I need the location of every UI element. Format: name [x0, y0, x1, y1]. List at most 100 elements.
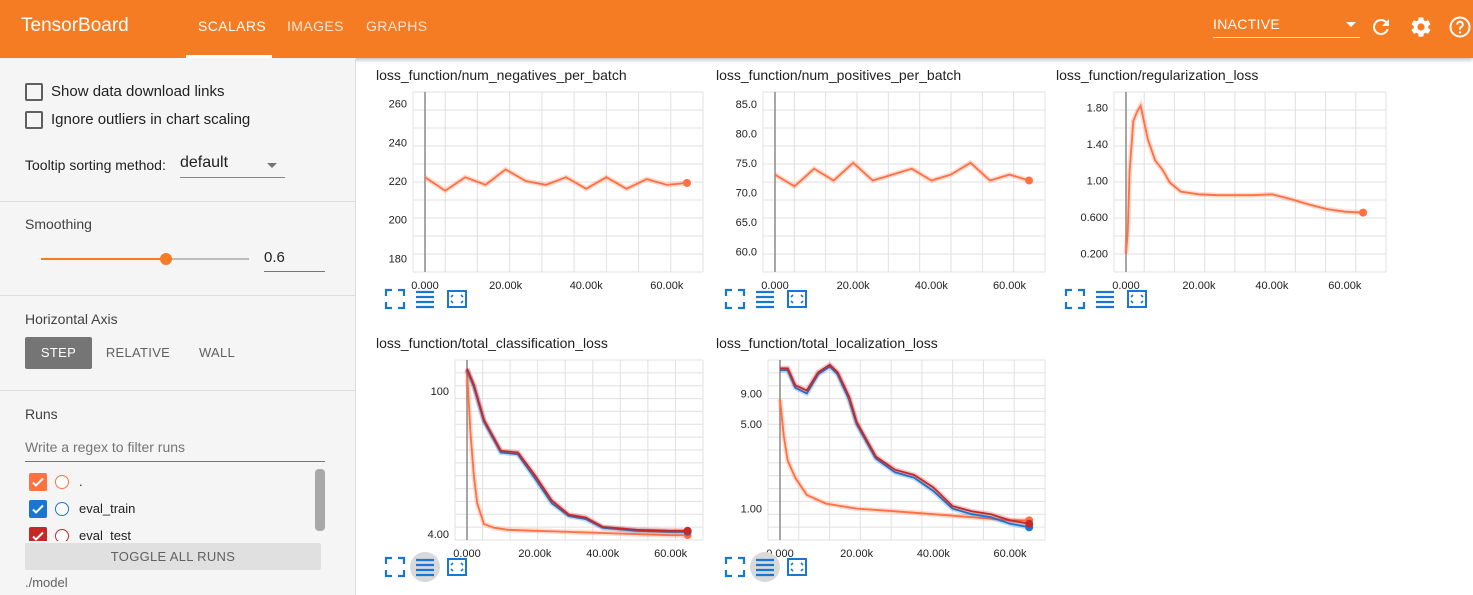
toggle-log-scale-icon[interactable] [753, 287, 777, 311]
y-tick-label: 75.0 [736, 158, 757, 170]
chart-title: loss_function/total_classification_loss [376, 335, 608, 351]
chart-plot[interactable]: 4.00 100 0.000 20.00k 40.00k 60.00k [415, 359, 723, 570]
axis-wall-button[interactable]: WALL [198, 345, 236, 360]
y-tick-label: 0.600 [1080, 212, 1108, 224]
y-tick-label: 200 [389, 215, 407, 227]
series-line[interactable] [466, 369, 688, 537]
expand-chart-icon[interactable] [723, 555, 747, 579]
toggle-log-scale-icon[interactable] [750, 552, 780, 582]
chart-plot[interactable]: 1.005.009.000.000 20.00k 40.00k 60.00k [728, 359, 1065, 570]
axis-relative-button[interactable]: RELATIVE [105, 345, 171, 360]
runs-filter-input[interactable]: Write a regex to filter runs [25, 438, 325, 462]
fit-domain-icon [447, 290, 467, 308]
smoothing-label: Smoothing [25, 216, 92, 232]
run-color-circle [55, 529, 69, 541]
ignore-outliers-checkbox[interactable] [25, 111, 43, 129]
run-checkbox[interactable] [29, 473, 47, 491]
help-icon[interactable] [1448, 15, 1472, 39]
run-color-circle [55, 475, 69, 489]
settings-icon[interactable] [1409, 15, 1433, 39]
tooltip-sorting-dropdown[interactable]: default [180, 154, 285, 178]
smoothing-value-input[interactable]: 0.6 [264, 248, 325, 272]
smoothing-slider-fill [41, 258, 166, 260]
series-line[interactable] [774, 161, 1030, 188]
series-line[interactable] [780, 363, 1030, 525]
fit-domain-icon[interactable] [445, 287, 469, 311]
fit-domain-icon [787, 290, 807, 308]
tab-images[interactable]: IMAGES [287, 18, 344, 34]
x-tick-label: 60.00k [993, 280, 1027, 292]
ignore-outliers-label[interactable]: Ignore outliers in chart scaling [51, 111, 251, 128]
series-line[interactable] [780, 365, 1030, 529]
run-label: eval_train [79, 501, 136, 516]
status-dropdown[interactable]: INACTIVE [1213, 16, 1360, 38]
horizontal-axis-label: Horizontal Axis [25, 311, 118, 327]
series-line[interactable] [1125, 103, 1364, 254]
x-tick-label: 40.00k [917, 548, 951, 560]
tab-graphs[interactable]: GRAPHS [366, 18, 428, 34]
series-line[interactable] [466, 368, 688, 532]
checkmark-icon [32, 477, 44, 487]
divider [0, 295, 355, 296]
show-download-links-label[interactable]: Show data download links [51, 83, 225, 100]
toggle-log-scale-icon [756, 290, 774, 309]
run-checkbox[interactable] [29, 500, 47, 518]
series-end-point [683, 526, 692, 535]
smoothing-slider-thumb[interactable] [159, 253, 172, 265]
expand-chart-icon[interactable] [383, 555, 407, 579]
show-download-links-checkbox[interactable] [25, 83, 43, 101]
series-raw-band [773, 159, 1030, 190]
refresh-icon[interactable] [1369, 15, 1393, 39]
smoothing-slider[interactable] [41, 253, 249, 265]
toggle-log-scale-icon[interactable] [410, 552, 440, 582]
chart-plot[interactable]: 180 200 220 240 260 0.000 20.00k 40.00k 60.00k [373, 91, 723, 302]
tooltip-sorting-value: default [180, 154, 229, 171]
run-checkbox[interactable] [29, 527, 47, 541]
app-title: TensorBoard [21, 15, 129, 36]
toggle-log-scale-icon [416, 558, 434, 577]
axis-step-button[interactable]: STEP [25, 337, 92, 369]
expand-chart-icon[interactable] [383, 287, 407, 311]
fit-domain-icon [447, 558, 467, 576]
toggle-log-scale-icon[interactable] [413, 287, 437, 311]
tab-scalars[interactable]: SCALARS [198, 18, 267, 34]
checkmark-icon [32, 531, 44, 541]
runs-scrollbar[interactable] [315, 469, 325, 531]
expand-chart-icon[interactable] [1063, 287, 1087, 311]
chart-plot[interactable]: 0.200 0.600 1.00 1.40 1.80 0.000 20.00k 40.00k 6… [1074, 91, 1406, 302]
checkmark-icon [32, 504, 44, 514]
y-tick-label: 1.00 [1087, 176, 1108, 188]
fit-domain-icon[interactable] [1125, 287, 1149, 311]
chevron-down-icon [1346, 22, 1356, 27]
y-tick-label: 220 [389, 176, 407, 188]
fit-domain-icon[interactable] [785, 555, 809, 579]
y-tick-label: 1.00 [741, 504, 762, 516]
series-line[interactable] [779, 399, 1030, 522]
y-tick-label: 9.00 [741, 388, 762, 400]
expand-chart-icon [724, 288, 746, 310]
expand-chart-icon[interactable] [723, 287, 747, 311]
x-tick-label: 0.000 [453, 548, 481, 560]
top-app-bar: TensorBoard SCALARS IMAGES GRAPHS INACTI… [0, 0, 1473, 58]
fit-domain-icon [1127, 290, 1147, 308]
x-tick-label: 0.000 [761, 280, 789, 292]
active-tab-indicator [186, 55, 272, 58]
x-tick-label: 20.00k [837, 280, 871, 292]
x-tick-label: 20.00k [518, 548, 552, 560]
x-tick-label: 40.00k [915, 280, 949, 292]
y-tick-label: 5.00 [741, 419, 762, 431]
model-path: ./model [25, 575, 68, 590]
status-value: INACTIVE [1213, 16, 1280, 32]
series-line[interactable] [424, 168, 688, 192]
series-end-point [1025, 519, 1034, 528]
series-end-point [682, 178, 691, 187]
x-tick-label: 60.00k [1328, 280, 1362, 292]
chart-plot[interactable]: 60.0 65.0 70.0 75.0 80.0 85.0 0.000 20.00k 40.00… [723, 91, 1065, 302]
fit-domain-icon[interactable] [445, 555, 469, 579]
y-tick-label: 1.80 [1087, 103, 1108, 115]
fit-domain-icon[interactable] [785, 287, 809, 311]
x-tick-label: 20.00k [840, 548, 874, 560]
toggle-log-scale-icon[interactable] [1093, 287, 1117, 311]
chart-title: loss_function/num_positives_per_batch [716, 67, 962, 83]
toggle-all-runs-button[interactable]: TOGGLE ALL RUNS [25, 543, 321, 570]
